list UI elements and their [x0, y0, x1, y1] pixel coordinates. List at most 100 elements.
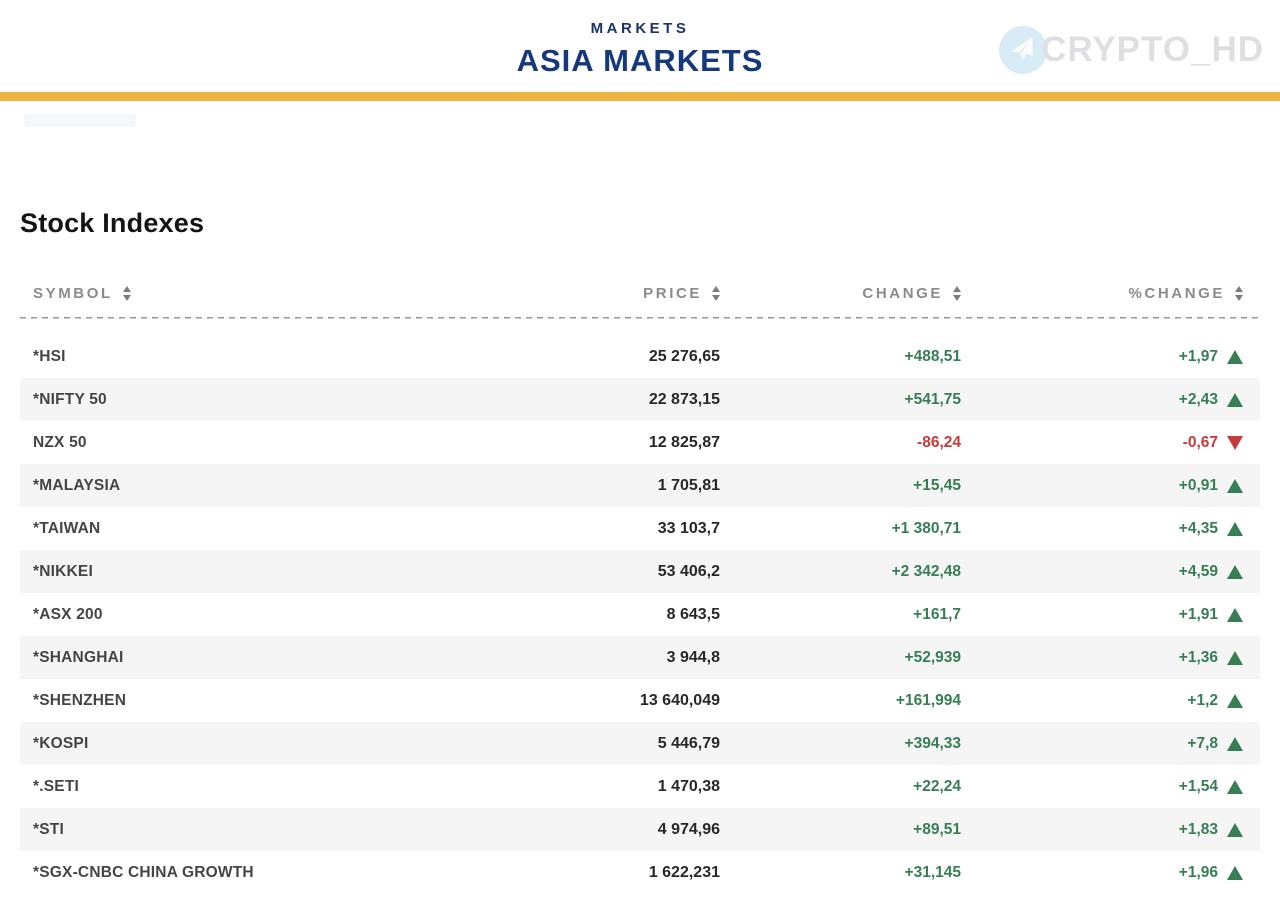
telegram-icon — [999, 26, 1048, 74]
pct-change-value: +4,35 — [1178, 519, 1218, 537]
table-row: *NIFTY 50 22 873,15 +541,75 +2,43 — [20, 378, 1260, 421]
symbol-cell: *STI — [33, 820, 64, 838]
change-cell: +488,51 — [904, 347, 961, 365]
table-header-row: SYMBOL PRICE CHANGE %CHANGE — [20, 270, 1260, 317]
column-header-symbol[interactable]: SYMBOL — [33, 285, 500, 302]
brand-watermark: CRYPTO_HD — [999, 26, 1264, 74]
faded-breadcrumb-placeholder — [24, 114, 136, 127]
column-header-label: CHANGE — [862, 285, 943, 302]
pct-change-value: +1,91 — [1178, 605, 1218, 623]
pct-change-value: +1,54 — [1178, 777, 1218, 795]
pct-change-cell: +1,97 — [961, 348, 1243, 366]
symbol-cell: *NIFTY 50 — [33, 390, 107, 408]
change-cell: +52,939 — [904, 648, 961, 666]
main-content: Stock Indexes SYMBOL PRICE CHANGE %CHANGE *… — [0, 208, 1280, 894]
accent-bar — [0, 92, 1280, 101]
pct-change-value: +7,8 — [1187, 734, 1218, 752]
table-header-divider — [20, 317, 1260, 319]
change-cell: +161,7 — [913, 605, 961, 623]
pct-change-value: -0,67 — [1182, 433, 1218, 451]
price-cell: 1 470,38 — [657, 777, 720, 795]
column-header-label: %CHANGE — [1128, 285, 1225, 302]
sort-arrows-icon[interactable] — [122, 286, 131, 301]
sort-arrows-icon[interactable] — [953, 286, 961, 301]
pct-change-cell: +0,91 — [961, 477, 1243, 495]
column-header-pct_change[interactable]: %CHANGE — [961, 285, 1243, 302]
symbol-cell: *HSI — [33, 347, 66, 365]
pct-change-cell: +7,8 — [961, 735, 1243, 753]
symbol-cell: *SHANGHAI — [33, 648, 124, 666]
change-cell: +394,33 — [904, 734, 961, 752]
pct-change-cell: +4,35 — [961, 520, 1243, 538]
price-cell: 3 944,8 — [666, 648, 720, 666]
table-row: *NIKKEI 53 406,2 +2 342,48 +4,59 — [20, 550, 1260, 593]
pct-change-value: +1,2 — [1187, 691, 1218, 709]
table-row: *.SETI 1 470,38 +22,24 +1,54 — [20, 765, 1260, 808]
price-cell: 22 873,15 — [648, 390, 720, 408]
direction-arrow-icon — [1227, 693, 1243, 708]
price-cell: 5 446,79 — [657, 734, 720, 752]
price-cell: 4 974,96 — [657, 820, 720, 838]
change-cell: +541,75 — [904, 390, 961, 408]
symbol-cell: *KOSPI — [33, 734, 89, 752]
pct-change-cell: +1,96 — [961, 864, 1243, 882]
change-cell: -86,24 — [917, 433, 961, 451]
table-row: *TAIWAN 33 103,7 +1 380,71 +4,35 — [20, 507, 1260, 550]
sort-arrows-icon[interactable] — [712, 286, 720, 301]
table-row: *SGX-CNBC CHINA GROWTH 1 622,231 +31,145… — [20, 851, 1260, 894]
pct-change-value: +4,59 — [1178, 562, 1218, 580]
direction-arrow-icon — [1227, 822, 1243, 837]
pct-change-value: +1,83 — [1178, 820, 1218, 838]
pct-change-value: +1,36 — [1178, 648, 1218, 666]
price-cell: 53 406,2 — [657, 562, 720, 580]
table-row: *SHENZHEN 13 640,049 +161,994 +1,2 — [20, 679, 1260, 722]
table-row: NZX 50 12 825,87 -86,24 -0,67 — [20, 421, 1260, 464]
pct-change-value: +0,91 — [1178, 476, 1218, 494]
direction-arrow-icon — [1227, 521, 1243, 536]
symbol-cell: *.SETI — [33, 777, 79, 795]
direction-arrow-icon — [1227, 607, 1243, 622]
direction-arrow-icon — [1227, 478, 1243, 493]
change-cell: +1 380,71 — [891, 519, 961, 537]
column-header-label: SYMBOL — [33, 285, 113, 302]
stock-index-table: *HSI 25 276,65 +488,51 +1,97 *NIFTY 50 2… — [20, 335, 1260, 894]
table-row: *ASX 200 8 643,5 +161,7 +1,91 — [20, 593, 1260, 636]
pct-change-value: +1,97 — [1178, 347, 1218, 365]
section-kicker: MARKETS — [590, 20, 690, 37]
price-cell: 13 640,049 — [639, 691, 720, 709]
page-header: MARKETS ASIA MARKETS CRYPTO_HD — [0, 0, 1280, 92]
sort-arrows-icon[interactable] — [1235, 286, 1243, 301]
pct-change-cell: +1,2 — [961, 692, 1243, 710]
pct-change-cell: +1,36 — [961, 649, 1243, 667]
price-cell: 1 622,231 — [648, 863, 720, 881]
price-cell: 25 276,65 — [648, 347, 720, 365]
column-header-change[interactable]: CHANGE — [720, 285, 961, 302]
price-cell: 33 103,7 — [657, 519, 720, 537]
symbol-cell: *SGX-CNBC CHINA GROWTH — [33, 863, 254, 881]
pct-change-cell: +4,59 — [961, 563, 1243, 581]
pct-change-cell: +1,91 — [961, 606, 1243, 624]
pct-change-cell: +1,83 — [961, 821, 1243, 839]
column-header-price[interactable]: PRICE — [500, 285, 720, 302]
change-cell: +89,51 — [913, 820, 961, 838]
direction-arrow-icon — [1227, 564, 1243, 579]
price-cell: 12 825,87 — [648, 433, 720, 451]
pct-change-value: +2,43 — [1178, 390, 1218, 408]
direction-arrow-icon — [1227, 392, 1243, 407]
symbol-cell: NZX 50 — [33, 433, 87, 451]
pct-change-cell: +2,43 — [961, 391, 1243, 409]
symbol-cell: *MALAYSIA — [33, 476, 121, 494]
masthead: MARKETS ASIA MARKETS — [0, 20, 1280, 79]
pct-change-value: +1,96 — [1178, 863, 1218, 881]
change-cell: +2 342,48 — [891, 562, 961, 580]
change-cell: +31,145 — [904, 863, 961, 881]
direction-arrow-icon — [1227, 865, 1243, 880]
table-row: *KOSPI 5 446,79 +394,33 +7,8 — [20, 722, 1260, 765]
symbol-cell: *ASX 200 — [33, 605, 103, 623]
direction-arrow-icon — [1227, 779, 1243, 794]
brand-name: CRYPTO_HD — [1041, 30, 1264, 69]
change-cell: +22,24 — [913, 777, 961, 795]
page-title: ASIA MARKETS — [516, 43, 764, 78]
change-cell: +161,994 — [895, 691, 961, 709]
direction-arrow-icon — [1227, 736, 1243, 751]
